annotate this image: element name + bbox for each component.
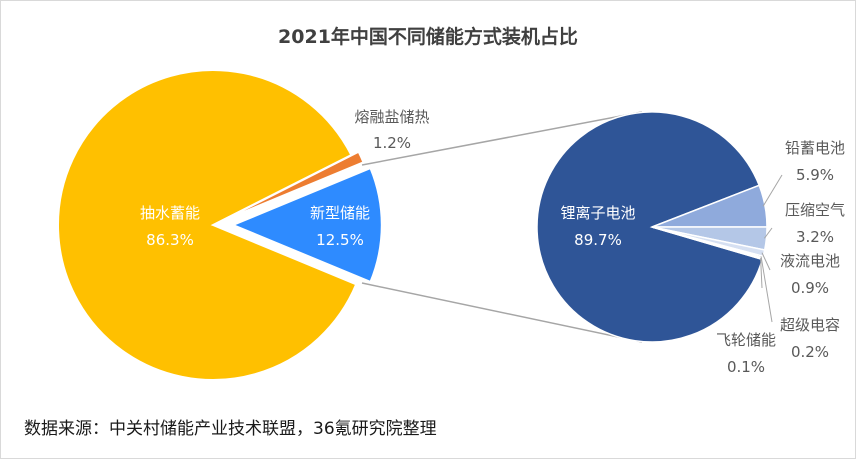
slice-flywheel [651, 226, 764, 261]
label-new-storage-name: 新型储能 [310, 204, 370, 222]
label-molten-salt-name: 熔融盐储热 [354, 108, 429, 126]
label-compressed-air-value: 3.2% [796, 228, 834, 246]
label-molten-salt-value: 1.2% [373, 134, 411, 152]
leader-line-lead-acid [762, 174, 783, 207]
slice-new-storage [230, 166, 383, 284]
slice-lithium-ion [536, 111, 764, 343]
slice-pumped-hydro [57, 69, 358, 381]
label-pumped-hydro-name: 抽水蓄能 [140, 204, 200, 222]
leader-line-flow-battery [761, 252, 771, 271]
label-new-storage-value: 12.5% [316, 231, 364, 249]
label-lead-acid-value: 5.9% [796, 166, 834, 184]
connector-line-top [361, 111, 643, 166]
label-pumped-hydro-value: 86.3% [146, 231, 194, 249]
source-note: 数据来源：中关村储能产业技术联盟，36氪研究院整理 [24, 419, 437, 439]
label-supercapacitor-value: 0.2% [791, 343, 829, 361]
leader-line-compressed-air [763, 227, 773, 239]
label-compressed-air-name: 压缩空气 [785, 201, 845, 219]
label-lithium-value: 89.7% [574, 231, 622, 249]
label-flow-battery-value: 0.9% [791, 279, 829, 297]
label-lithium-name: 锂离子电池 [560, 204, 635, 222]
leader-line-supercapacitor [760, 256, 773, 323]
label-lead-acid-name: 铅蓄电池 [785, 139, 845, 157]
chart-title: 2021年中国不同储能方式装机占比 [278, 26, 578, 48]
leader-line-flywheel [760, 258, 763, 289]
label-flywheel-name: 飞轮储能 [716, 331, 776, 349]
label-supercapacitor-name: 超级电容 [780, 316, 840, 334]
label-flow-battery-name: 液流电池 [780, 252, 840, 270]
slice-molten-salt [219, 150, 365, 223]
connector-line-bottom [361, 282, 643, 343]
label-flywheel-value: 0.1% [727, 358, 765, 376]
